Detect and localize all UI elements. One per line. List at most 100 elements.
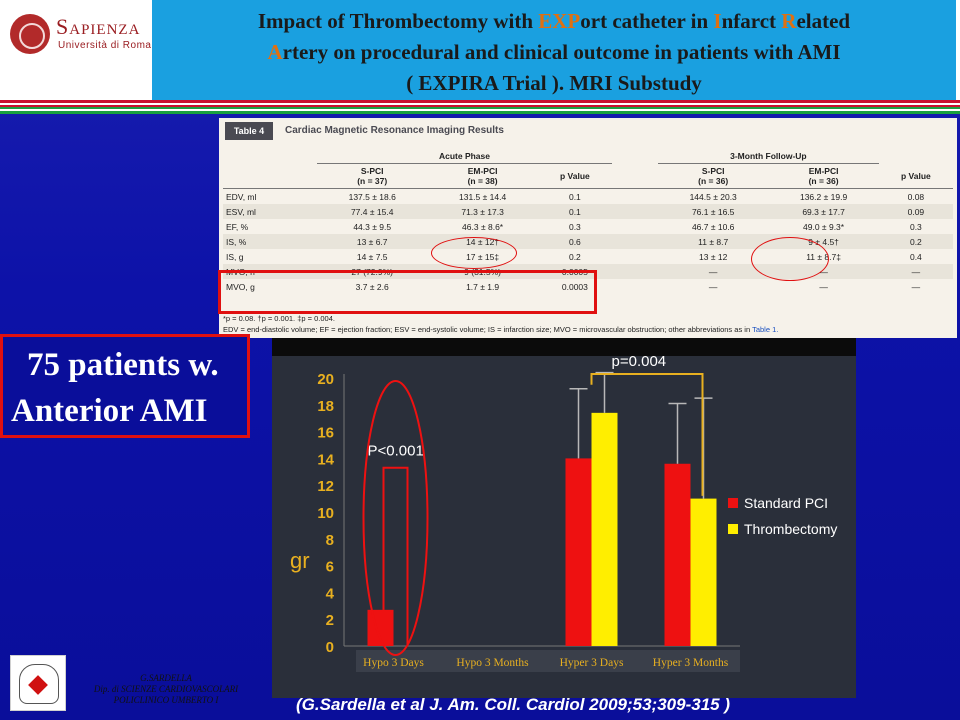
table-cell: 0.1 — [537, 204, 612, 219]
legend-swatch — [728, 524, 738, 534]
table-cell: 13 ± 12 — [699, 251, 728, 262]
abbreviations-text: EDV = end-diastolic volume; EF = ejectio… — [223, 325, 753, 334]
university-seal-icon — [10, 14, 50, 54]
header: Sapienza Università di Roma Impact of Th… — [0, 0, 960, 108]
title-highlight: EXP — [538, 9, 581, 33]
significance-bracket — [590, 372, 704, 496]
row-label: ESV, ml — [223, 204, 317, 219]
chart-canvas: 0 2 4 6 8 10 12 14 16 18 20 Hypo 3 Days Hypo 3 Month… — [317, 353, 837, 672]
callout-line-2: Anterior AMI — [11, 393, 208, 429]
table-row: EF, % 44.3 ± 9.5 46.3 ± 8.6* 0.3 46.7 ± 10.6… — [223, 219, 953, 234]
table-cell: 0.09 — [878, 204, 953, 219]
x-tick-label: Hyper 3 Months — [653, 657, 729, 669]
table-cell: 0.3 — [909, 221, 922, 232]
table-cell: 46.3 ± 8.6* — [462, 221, 504, 232]
table-cell: — — [657, 264, 769, 279]
mvo-highlight-box — [218, 270, 597, 314]
table-row: IS, % 13 ± 6.7 14 ± 12† 0.6 11 ± 8.7 9 ± 4.5†… — [223, 234, 953, 249]
y-tick-label: 8 — [326, 532, 334, 549]
table-cell: 76.1 ± 16.5 — [657, 204, 769, 219]
table-cell: 77.4 ± 15.4 — [317, 204, 428, 219]
category-label-band — [356, 650, 740, 672]
y-tick-label: 0 — [326, 639, 334, 656]
y-tick-label: 12 — [317, 478, 334, 495]
lungs-icon — [19, 664, 59, 704]
table-cell: 0.3 — [568, 221, 581, 232]
credit-department: Dip. di SCIENZE CARDIOVASCOLARI — [93, 684, 239, 694]
table-cell: 144.5 ± 20.3 — [689, 191, 737, 202]
table-header: Table 4 Cardiac Magnetic Resonance Imagi… — [219, 118, 957, 144]
highlight-ellipse — [362, 380, 429, 656]
title-segment: elated — [796, 9, 851, 33]
table-cell: 69.3 ± 17.7 — [768, 204, 879, 219]
column-headers: S-PCI (n = 37) EM-PCI (n = 38) p Value S-PC… — [223, 163, 953, 189]
table-cell: 3.7 ± 2.6 — [355, 281, 389, 292]
legend-label: Standard PCI — [744, 495, 828, 511]
university-name: Sapienza — [56, 14, 141, 39]
x-tick-label: Hyper 3 Days — [560, 657, 624, 669]
table-cell: 0.4 — [909, 251, 922, 262]
table-caption: Cardiac Magnetic Resonance Imaging Resul… — [285, 125, 504, 136]
bar — [565, 458, 592, 646]
group-header-acute: Acute Phase — [317, 148, 612, 164]
row-label: IS, g — [226, 251, 244, 262]
table-cell: 14 ± 7.5 — [356, 251, 388, 262]
y-tick-label: 20 — [317, 371, 334, 388]
column-header: p Value — [537, 163, 612, 189]
column-header: EM-PCI (n = 38) — [427, 163, 538, 189]
callout-line-1: 75 patients w. — [27, 347, 219, 383]
table-row: ESV, ml 77.4 ± 15.4 71.3 ± 17.3 0.1 76.1 ± 1… — [223, 204, 953, 219]
x-tick-label: Hypo 3 Days — [363, 657, 424, 669]
table-row: MVO, g 3.7 ± 2.6 1.7 ± 1.9 0.0003 — — — — [223, 279, 953, 294]
y-tick-label: 18 — [317, 398, 334, 415]
title-segment: rtery on procedural and clinical outcome… — [282, 40, 841, 64]
table-cell: 0.08 — [907, 191, 925, 202]
chart-top-band — [272, 338, 856, 356]
column-header: S-PCI (n = 37) — [317, 163, 428, 189]
header-divider-stripe — [0, 100, 960, 114]
patients-callout: 75 patients w. Anterior AMI — [0, 334, 250, 438]
title-highlight: I — [713, 9, 722, 33]
bar — [690, 498, 717, 646]
table-cell: 0.6 — [537, 234, 612, 249]
table-cell: 11 ± 8.7 — [657, 234, 769, 249]
y-tick-label: 10 — [317, 505, 334, 522]
row-label: MVO, g — [226, 281, 255, 292]
credit-hospital: POLICLINICO UMBERTO I — [113, 695, 219, 705]
table-cell: 0.2 — [568, 251, 581, 262]
bar — [591, 412, 618, 646]
table-cell: 131.5 ± 14.4 — [458, 191, 507, 202]
table-cell: — — [819, 281, 828, 292]
table-cell: — — [708, 281, 718, 292]
row-label: IS, % — [223, 234, 317, 249]
table-reference-link[interactable]: Table 1. — [752, 325, 779, 334]
table-cell: — — [911, 281, 921, 292]
title-segment: ort catheter in — [580, 9, 714, 33]
p-value-label: P<0.001 — [368, 443, 424, 460]
highlight-ellipse-acute — [431, 237, 517, 269]
table-tag: Table 4 — [225, 122, 273, 140]
university-logo: Sapienza Università di Roma — [0, 0, 152, 106]
table-cell: 71.3 ± 17.3 — [427, 204, 538, 219]
legend-label: Thrombectomy — [744, 521, 837, 537]
table-cell: 13 ± 6.7 — [317, 234, 428, 249]
y-axis-label: gr — [290, 548, 310, 573]
credit-name: G.SARDELLA — [140, 673, 192, 683]
table-cell: 0.1 — [568, 191, 581, 202]
citation: (G.Sardella et al J. Am. Coll. Cardiol 2… — [296, 695, 730, 714]
table-cell: — — [878, 264, 953, 279]
slide-title: Impact of Thrombectomy with EXPort cathe… — [152, 6, 956, 99]
y-tick-label: 4 — [326, 585, 335, 602]
table-cell: 0.0003 — [561, 281, 588, 292]
table-cell: 1.7 ± 1.9 — [466, 281, 500, 292]
mri-results-table: Table 4 Cardiac Magnetic Resonance Imagi… — [219, 118, 957, 338]
table-cell: 49.0 ± 9.3* — [803, 221, 845, 232]
row-label: EDV, ml — [226, 191, 257, 202]
y-tick-label: 16 — [317, 425, 334, 442]
y-tick-label: 14 — [317, 451, 334, 468]
title-banner: Impact of Thrombectomy with EXPort cathe… — [152, 0, 956, 106]
department-logo — [10, 655, 66, 711]
row-label: EF, % — [226, 221, 249, 232]
x-tick-label: Hypo 3 Months — [456, 657, 529, 669]
table-row: IS, g 14 ± 7.5 17 ± 15‡ 0.2 13 ± 12 11 ± 8.7‡… — [223, 249, 953, 264]
